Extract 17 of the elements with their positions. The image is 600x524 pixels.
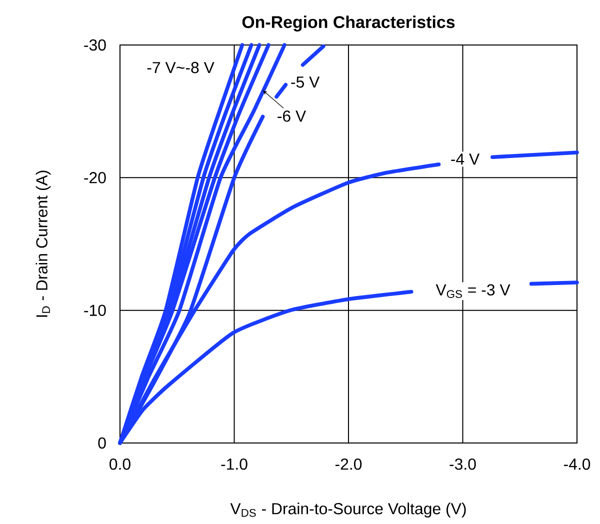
chart-title: On-Region Characteristics [242,16,455,32]
y-tick-label: -30 [84,39,106,51]
x-tick-label: 0.0 [110,458,130,470]
y-tick-label: 0 [98,437,106,449]
y-tick-label: -10 [84,304,106,316]
x-tick-label: -4.0 [564,458,590,470]
y-tick-label: -20 [84,172,106,184]
x-tick-label: -1.0 [221,458,248,470]
annotation: -5 V [291,76,320,88]
annotation: -4 V [451,154,480,165]
x-tick-label: -2.0 [335,458,362,470]
annotation: V$_{GS}$ = -3 V [436,284,510,298]
annotation: -7 V~-8 V [147,62,214,74]
x-tick-label: -3.0 [450,458,476,470]
annotation: -6 V [278,110,306,122]
y-axis-title: I$_{D}$ - Drain Current (A) [36,170,51,317]
x-axis-title: V$_{DS}$ - Drain-to-Source Voltage (V) [230,502,466,518]
